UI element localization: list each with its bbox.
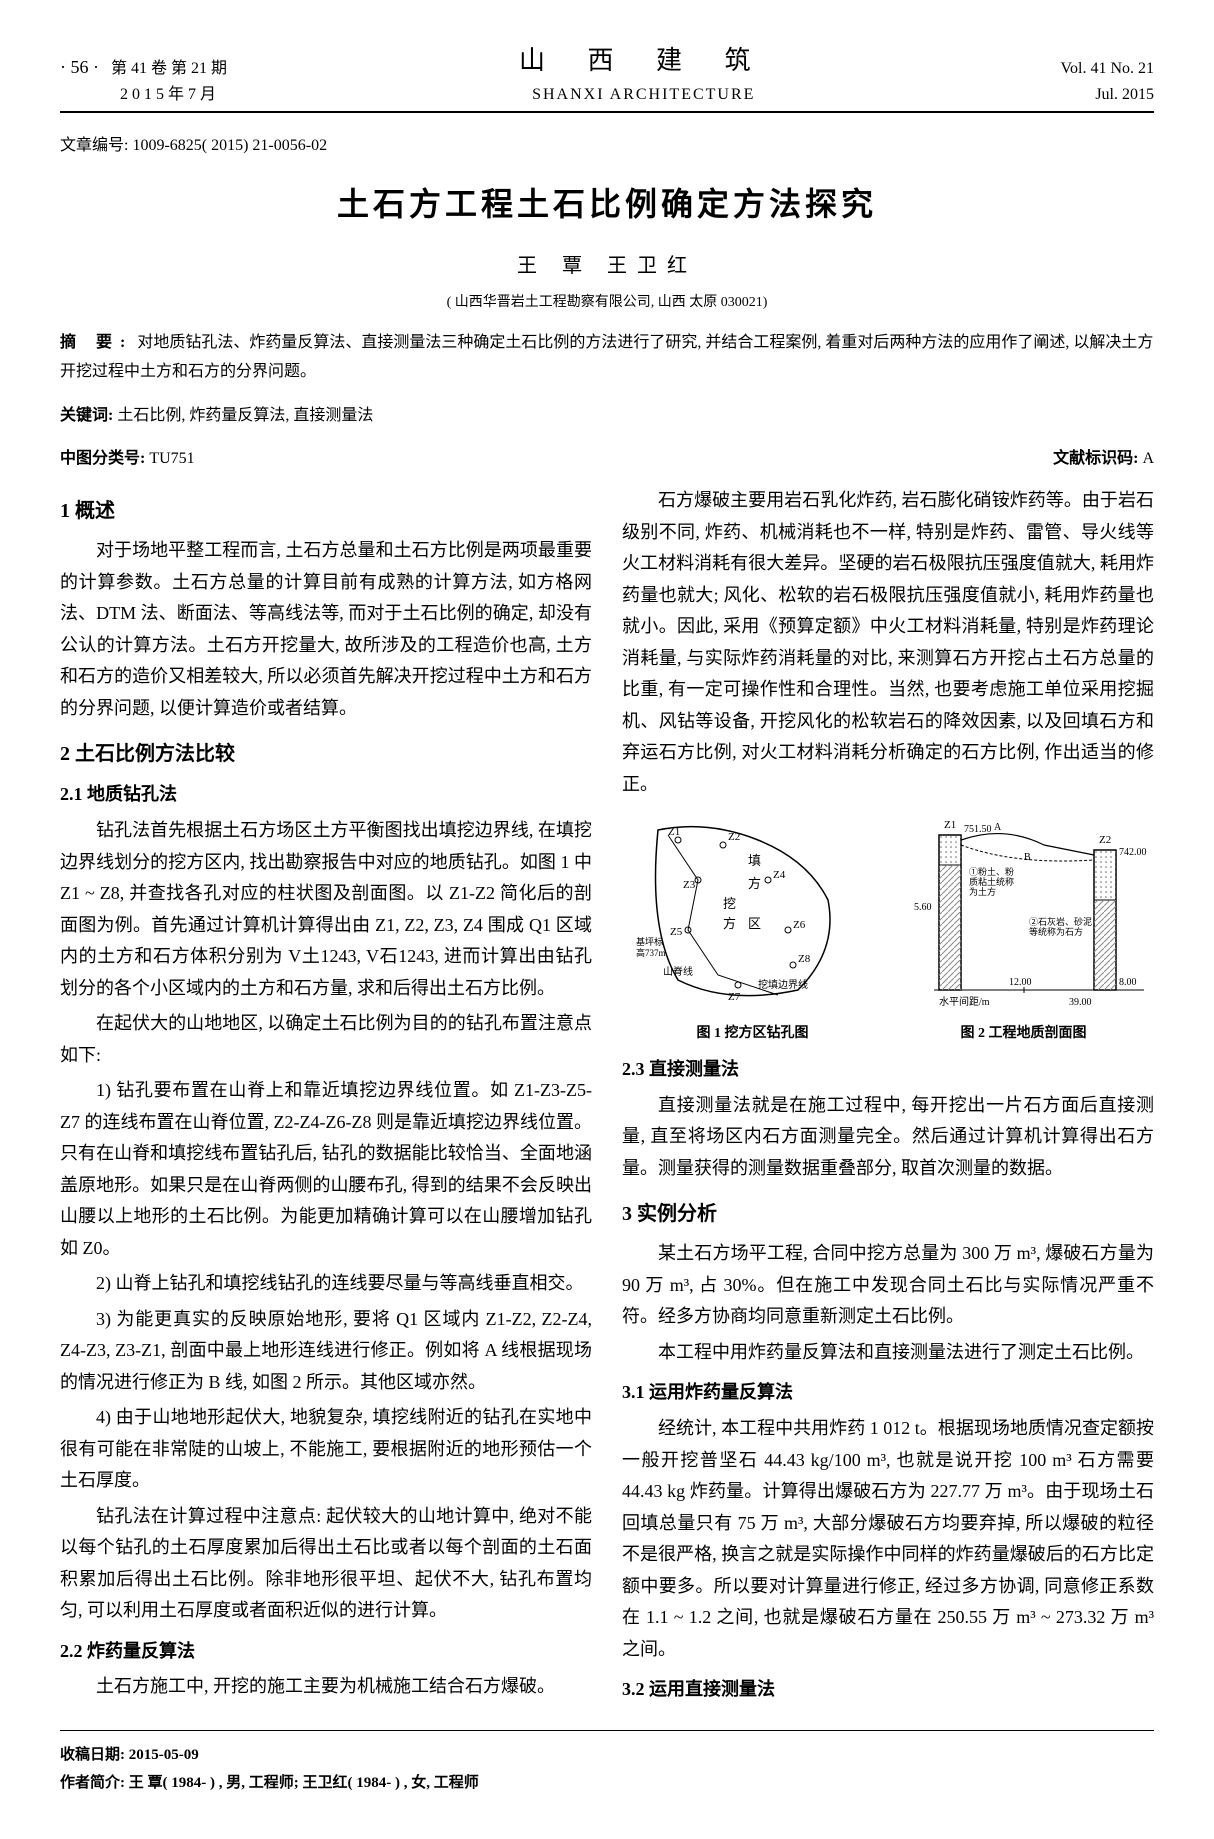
s3-p1: 某土石方场平工程, 合同中挖方总量为 300 万 m³, 爆破石方量为 90 万…: [622, 1238, 1154, 1333]
figure-2: Z1 Z2 A B 751.50 742.00 5.60 12.00 8.00 …: [893, 810, 1154, 1045]
fig1-rlabel3: 挖: [723, 896, 736, 911]
affiliation: ( 山西华晋岩土工程勘察有限公司, 山西 太原 030021): [60, 292, 1154, 314]
s21-p5: 3) 为能更真实的反映原始地形, 要将 Q1 区域内 Z1-Z2, Z2-Z4,…: [60, 1304, 592, 1399]
fig2-scale-v: 5.60: [914, 902, 932, 913]
s22-p1: 土石方施工中, 开挖的施工主要为机械施工结合石方爆破。: [60, 1671, 592, 1703]
page-header: · 56 · 第 41 卷 第 21 期 2 0 1 5 年 7 月 山 西 建…: [60, 40, 1154, 113]
fig1-rlabel1: 填: [748, 853, 761, 868]
s21-p4: 2) 山脊上钻孔和填挖线钻孔的连线要尽量与等高线垂直相交。: [60, 1268, 592, 1300]
fig1-z6: Z6: [793, 919, 806, 931]
fig2-z2: Z2: [1099, 834, 1111, 846]
fig1-z5: Z5: [670, 926, 683, 938]
fig1-rlabel2: 方: [748, 876, 761, 891]
clc-label: 中图分类号:: [60, 450, 145, 467]
s22-heading: 2.2 炸药量反算法: [60, 1637, 592, 1666]
s23-p1: 直接测量法就是在施工过程中, 每开挖出一片石方面后直接测量, 直至将场区内石方面…: [622, 1090, 1154, 1185]
fig2-z1: Z1: [944, 819, 956, 831]
fig1-rlabel4: 方: [723, 916, 736, 931]
fig1-boundary: 挖填边界线: [758, 978, 808, 991]
fig2-legend1: ①粉土、粉质粘土统称为土方: [969, 866, 1014, 897]
s21-p3: 1) 钻孔要布置在山脊上和靠近填挖边界线位置。如 Z1-Z3-Z5-Z7 的连线…: [60, 1075, 592, 1264]
date-cn: 2 0 1 5 年 7 月: [60, 82, 227, 108]
fig1-z4: Z4: [773, 869, 786, 881]
fig1-z8: Z8: [798, 953, 811, 965]
header-right: Vol. 41 No. 21 Jul. 2015: [1061, 56, 1155, 107]
fig1-z2: Z2: [728, 831, 740, 843]
fig2-caption: 图 2 工程地质剖面图: [893, 1023, 1154, 1045]
s21-p1: 钻孔法首先根据土石方场区土方平衡图找出填挖边界线, 在填挖边界线划分的挖方区内,…: [60, 815, 592, 1004]
s21-p6: 4) 由于山地地形起伏大, 地貌复杂, 填挖线附近的钻孔在实地中很有可能在非常陡…: [60, 1402, 592, 1497]
fig1-z3: Z3: [683, 879, 696, 891]
fig2-xaxis: 水平间距/m: [939, 995, 990, 1008]
keywords-label: 关键词:: [60, 407, 113, 424]
authors: 王 覃 王卫红: [60, 250, 1154, 282]
author-intro: 作者简介: 王 覃( 1984- ) , 男, 工程师; 王卫红( 1984- …: [60, 1775, 479, 1791]
body-columns: 1 概述 对于场地平整工程而言, 土石方总量和土石方比例是两项最重要的计算参数。…: [60, 481, 1154, 1710]
fig2-scale-h1: 12.00: [1009, 977, 1032, 988]
keywords-text: 土石比例, 炸药量反算法, 直接测量法: [117, 407, 373, 424]
page-number: · 56 ·: [60, 57, 99, 77]
fig2-a: A: [994, 822, 1002, 833]
keywords-block: 关键词: 土石比例, 炸药量反算法, 直接测量法: [60, 402, 1154, 431]
fig1-z1: Z1: [668, 826, 680, 838]
s21-heading: 2.1 地质钻孔法: [60, 780, 592, 809]
fig2-b: B: [1024, 852, 1031, 863]
vol-issue-en: Vol. 41 No. 21: [1061, 56, 1155, 82]
s23-heading: 2.3 直接测量法: [622, 1055, 1154, 1084]
header-left: · 56 · 第 41 卷 第 21 期 2 0 1 5 年 7 月: [60, 53, 227, 107]
abstract-label: 摘 要:: [60, 334, 133, 351]
doc-code-value: A: [1142, 450, 1154, 467]
figures-row: Z1 Z2 Z3 Z4 Z5 Z6 Z7 Z8 填 方 挖 方 区 山脊线 挖填…: [622, 810, 1154, 1045]
s21-p7: 钻孔法在计算过程中注意点: 起伏较大的山地计算中, 绝对不能以每个钻孔的土石厚度…: [60, 1501, 592, 1627]
fig1-z7: Z7: [728, 991, 741, 1003]
s1-p1: 对于场地平整工程而言, 土石方总量和土石方比例是两项最重要的计算参数。土石方总量…: [60, 535, 592, 724]
right-column: 石方爆破主要用岩石乳化炸药, 岩石膨化硝铵炸药等。由于岩石级别不同, 炸药、机械…: [622, 481, 1154, 1710]
s32-heading: 3.2 运用直接测量法: [622, 1675, 1154, 1704]
fig2-scale-total: 39.00: [1069, 997, 1092, 1008]
s31-heading: 3.1 运用炸药量反算法: [622, 1378, 1154, 1407]
s3-heading: 3 实例分析: [622, 1198, 1154, 1230]
s1-heading: 1 概述: [60, 495, 592, 527]
journal-name-en: SHANXI ARCHITECTURE: [227, 82, 1060, 108]
vol-issue-cn: 第 41 卷 第 21 期: [111, 60, 227, 77]
doc-code-label: 文献标识码:: [1053, 450, 1138, 467]
abstract-block: 摘 要: 对地质钻孔法、炸药量反算法、直接测量法三种确定土石比例的方法进行了研究…: [60, 329, 1154, 387]
fig2-legend2: ②石灰岩、砂泥等统称为石方: [1029, 916, 1092, 937]
fig1-rlabel5: 区: [748, 916, 761, 931]
fig2-scale-h2: 8.00: [1119, 977, 1137, 988]
fig2-elev-top: 751.50: [964, 824, 992, 835]
s2-heading: 2 土石比例方法比较: [60, 738, 592, 770]
s31-p1: 经统计, 本工程中共用炸药 1 012 t。根据现场地质情况查定额按一般开挖普坚…: [622, 1413, 1154, 1665]
s3-p2: 本工程中用炸药量反算法和直接测量法进行了测定土石比例。: [622, 1337, 1154, 1369]
date-en: Jul. 2015: [1061, 82, 1155, 108]
recv-date: 收稿日期: 2015-05-09: [60, 1747, 199, 1763]
journal-name-cn: 山 西 建 筑: [227, 40, 1060, 82]
classification-row: 中图分类号: TU751 文献标识码: A: [60, 446, 1154, 472]
figure-1: Z1 Z2 Z3 Z4 Z5 Z6 Z7 Z8 填 方 挖 方 区 山脊线 挖填…: [622, 810, 883, 1045]
left-column: 1 概述 对于场地平整工程而言, 土石方总量和土石方比例是两项最重要的计算参数。…: [60, 481, 592, 1710]
fig2-elev-water: 742.00: [1119, 847, 1147, 858]
clc-value: TU751: [149, 450, 194, 467]
r1-p1: 石方爆破主要用岩石乳化炸药, 岩石膨化硝铵炸药等。由于岩石级别不同, 炸药、机械…: [622, 485, 1154, 800]
fig1-ridge: 山脊线: [663, 965, 693, 978]
article-id: 文章编号: 1009-6825( 2015) 21-0056-02: [60, 133, 1154, 159]
abstract-text: 对地质钻孔法、炸药量反算法、直接测量法三种确定土石比例的方法进行了研究, 并结合…: [60, 334, 1153, 380]
header-center: 山 西 建 筑 SHANXI ARCHITECTURE: [227, 40, 1060, 107]
article-title: 土石方工程土石比例确定方法探究: [60, 179, 1154, 230]
fig2-svg: Z1 Z2 A B 751.50 742.00 5.60 12.00 8.00 …: [894, 810, 1154, 1010]
fig1-std: 基坪标高737m: [636, 936, 666, 958]
fig1-svg: Z1 Z2 Z3 Z4 Z5 Z6 Z7 Z8 填 方 挖 方 区 山脊线 挖填…: [628, 810, 878, 1010]
footer: 收稿日期: 2015-05-09 作者简介: 王 覃( 1984- ) , 男,…: [60, 1730, 1154, 1795]
s21-p2: 在起伏大的山地地区, 以确定土石比例为目的的钻孔布置注意点如下:: [60, 1008, 592, 1071]
fig1-caption: 图 1 挖方区钻孔图: [622, 1023, 883, 1045]
